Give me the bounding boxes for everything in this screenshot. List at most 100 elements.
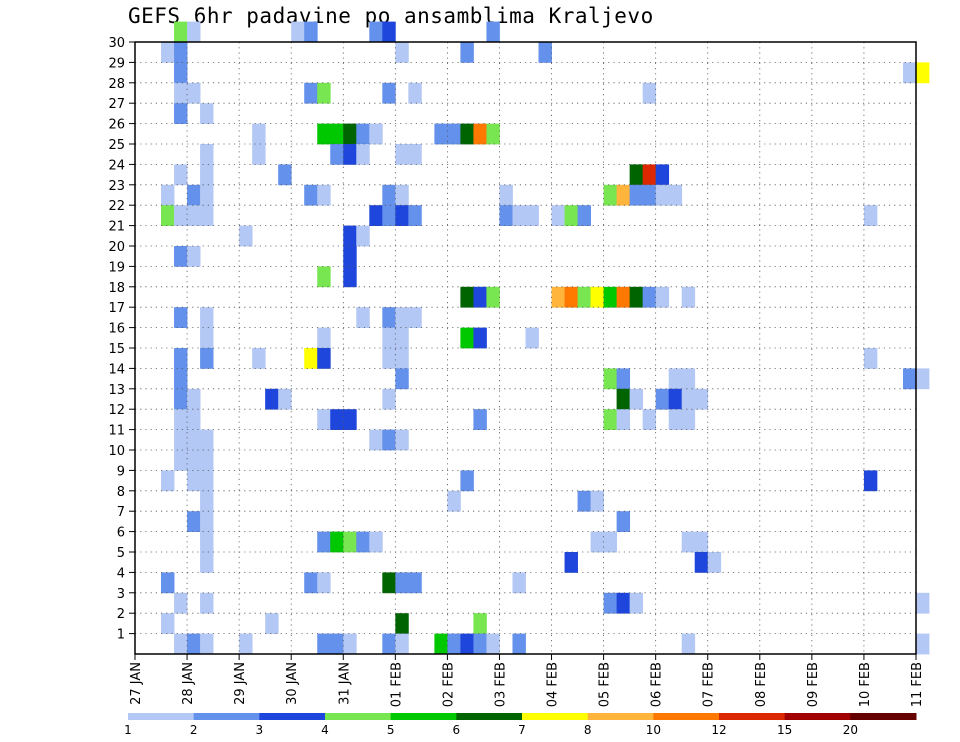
heatmap-cell [200, 470, 214, 492]
heatmap-cell [187, 409, 201, 430]
heatmap-cell [486, 21, 500, 43]
heatmap-cell [629, 388, 644, 410]
y-tick-label: 17 [108, 301, 125, 316]
heatmap-cell [187, 470, 201, 492]
legend-swatch [784, 713, 851, 720]
heatmap-cell [577, 286, 591, 308]
legend-label: 20 [843, 723, 858, 737]
heatmap-cell [863, 470, 878, 492]
heatmap-cell [252, 348, 266, 369]
heatmap-cell [343, 409, 357, 430]
legend-label: 15 [777, 723, 792, 737]
heatmap-cell [187, 511, 201, 532]
heatmap-cell [174, 62, 188, 84]
heatmap-cell [863, 348, 878, 369]
heatmap-cell [200, 327, 214, 349]
heatmap-cell [317, 348, 331, 369]
heatmap-cell [265, 613, 279, 634]
heatmap-cell [499, 184, 513, 206]
heatmap-cell [382, 388, 396, 410]
y-tick-label: 5 [117, 546, 125, 561]
heatmap-cell [187, 633, 201, 655]
y-tick-label: 10 [108, 444, 125, 459]
heatmap-cell [395, 613, 409, 634]
heatmap-cell [200, 348, 214, 369]
x-axis-ticks: 27 JAN 28 JAN 29 JAN 30 JAN 31 JAN 01 FEB 02 F… [129, 654, 925, 707]
y-tick-label: 20 [108, 240, 125, 255]
heatmap-cell [200, 307, 214, 328]
heatmap-cell [668, 388, 683, 410]
heatmap-cell [616, 184, 631, 206]
y-tick-label: 19 [108, 260, 125, 275]
heatmap-cell [317, 409, 331, 430]
heatmap-cell [174, 42, 188, 63]
heatmap-cell [239, 633, 253, 655]
y-tick-label: 26 [108, 118, 125, 133]
y-tick-label: 15 [108, 342, 125, 357]
y-tick-label: 3 [117, 587, 125, 602]
x-tick-label: 10 FEB [858, 662, 873, 707]
heatmap-cell [486, 123, 500, 145]
y-tick-label: 11 [108, 424, 125, 439]
heatmap-cell [187, 184, 201, 206]
heatmap-cell [330, 409, 344, 430]
x-tick-label: 08 FEB [754, 662, 769, 707]
heatmap-cell [174, 429, 188, 451]
x-tick-label: 01 FEB [389, 662, 404, 707]
heatmap-cell [616, 286, 631, 308]
y-tick-label: 21 [108, 220, 125, 235]
heatmap-cells [161, 21, 930, 655]
x-tick-label: 04 FEB [546, 662, 561, 707]
heatmap-cell [200, 205, 214, 226]
heatmap-cell [317, 531, 331, 553]
x-tick-label: 27 JAN [129, 662, 144, 705]
heatmap-cell [187, 205, 201, 226]
heatmap-cell [486, 286, 500, 308]
heatmap-cell [668, 368, 683, 390]
legend-swatch [128, 713, 195, 720]
x-tick-label: 28 JAN [181, 662, 196, 705]
heatmap-cell [343, 144, 357, 165]
legend-label: 3 [256, 723, 264, 737]
y-tick-label: 8 [117, 485, 125, 500]
heatmap-cell [629, 184, 644, 206]
heatmap-cell [642, 409, 657, 430]
heatmap-cell [551, 205, 565, 226]
heatmap-cell [408, 205, 422, 226]
heatmap-cell [174, 633, 188, 655]
heatmap-cell [200, 633, 214, 655]
heatmap-cell [564, 552, 578, 573]
heatmap-cell [369, 21, 383, 43]
legend-label: 6 [453, 723, 461, 737]
heatmap-cell [603, 531, 618, 553]
heatmap-cell [200, 164, 214, 186]
heatmap-cell [512, 633, 526, 655]
heatmap-cell [916, 62, 930, 84]
heatmap-cell [642, 164, 657, 186]
heatmap-cell [291, 21, 305, 43]
heatmap-cell [668, 409, 683, 430]
heatmap-cell [174, 164, 188, 186]
legend-swatch [719, 713, 786, 720]
heatmap-cell [616, 592, 631, 614]
heatmap-cell [564, 286, 578, 308]
x-tick-label: 07 FEB [702, 662, 717, 707]
heatmap-cell [187, 429, 201, 451]
heatmap-cell [629, 286, 644, 308]
heatmap-cell [343, 246, 357, 267]
heatmap-cell [473, 327, 487, 349]
heatmap-cell [681, 409, 696, 430]
heatmap-cell [408, 572, 422, 594]
heatmap-cell [616, 368, 631, 390]
y-axis-ticks: 1234567891011121314151617181920212223242… [108, 36, 135, 643]
heatmap-cell [499, 205, 513, 226]
heatmap-cell [304, 21, 318, 43]
heatmap-cell [655, 286, 670, 308]
heatmap-cell [317, 123, 331, 145]
heatmap-cell [330, 633, 344, 655]
heatmap-cell [655, 388, 670, 410]
heatmap-cell [200, 184, 214, 206]
heatmap-cell [473, 633, 487, 655]
heatmap-cell [512, 572, 526, 594]
heatmap-cell [447, 123, 461, 145]
